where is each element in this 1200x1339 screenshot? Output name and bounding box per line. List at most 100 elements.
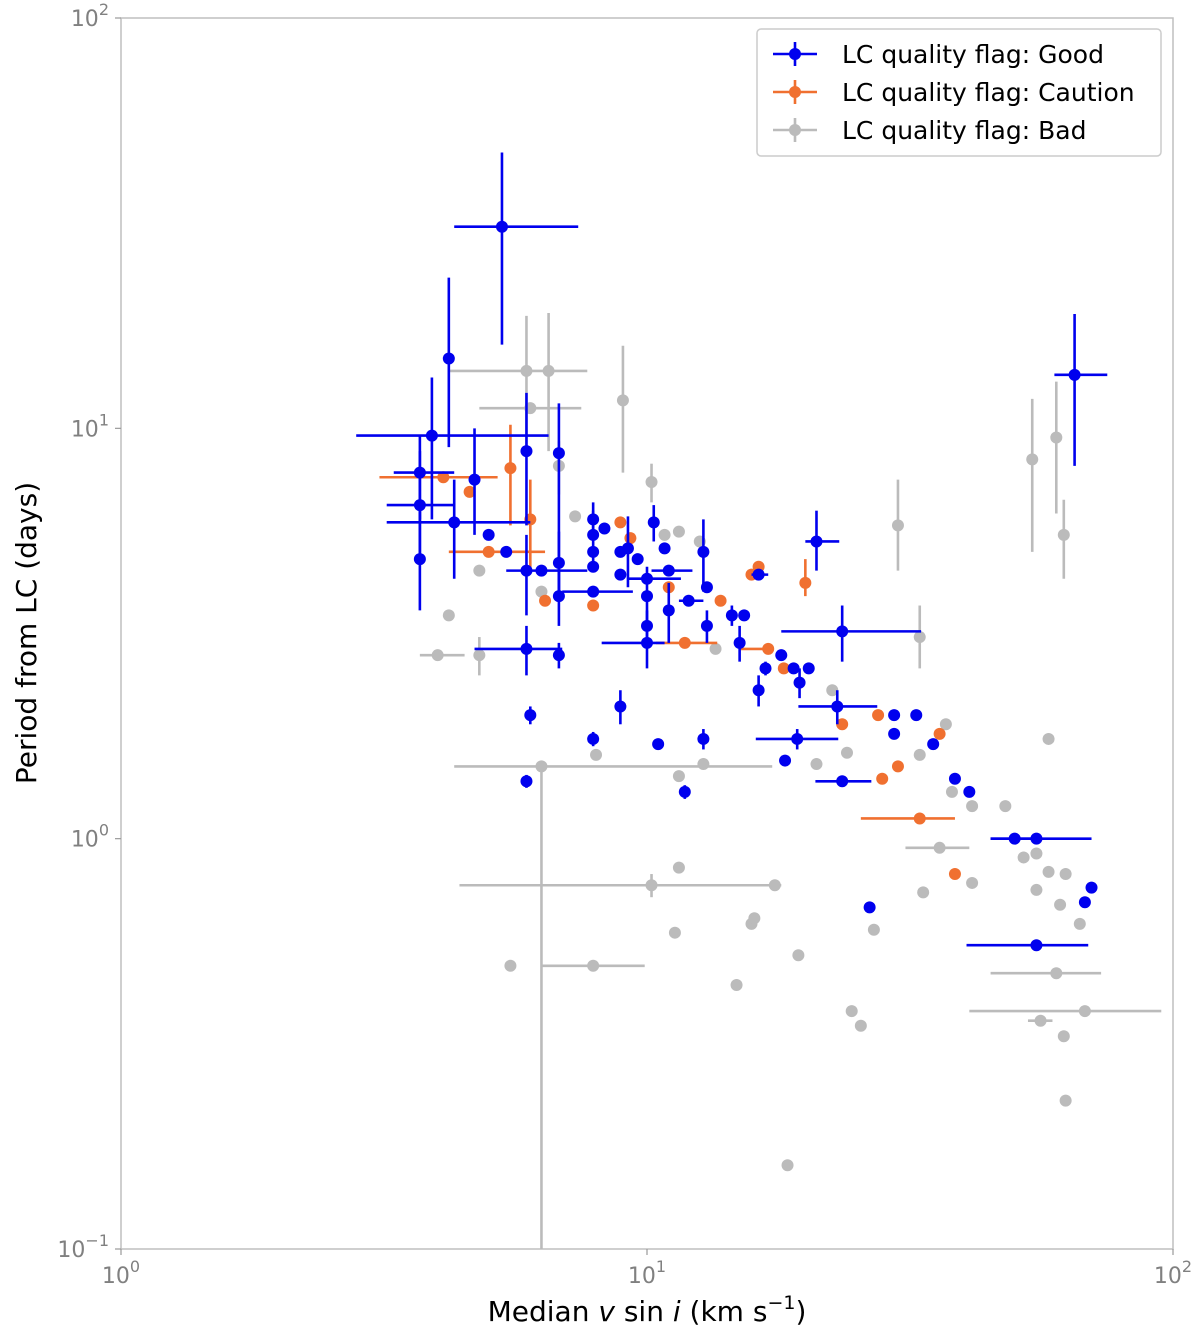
data-point: [781, 1159, 794, 1172]
data-point: [520, 364, 533, 377]
data-point: [539, 594, 552, 607]
data-point: [672, 861, 685, 874]
data-point: [672, 525, 685, 538]
data-point: [658, 528, 671, 541]
data-point: [799, 576, 812, 589]
data-point: [999, 800, 1012, 813]
data-point: [587, 585, 600, 598]
y-tick-label: 100: [71, 821, 109, 853]
data-point: [552, 590, 565, 603]
data-point: [473, 564, 486, 577]
data-point: [1073, 917, 1086, 930]
data-point: [1034, 1014, 1047, 1027]
data-point: [678, 636, 691, 649]
legend-label: LC quality flag: Caution: [842, 78, 1135, 107]
legend-box: [756, 28, 1162, 157]
data-point: [631, 553, 644, 566]
data-point: [1050, 967, 1063, 980]
data-point: [791, 732, 804, 745]
data-point: [1059, 1094, 1072, 1107]
data-point: [888, 727, 901, 740]
data-point: [542, 364, 555, 377]
data-point: [468, 473, 481, 486]
data-point: [614, 516, 627, 529]
data-point: [641, 636, 653, 649]
data-point: [587, 528, 600, 541]
data-point: [413, 553, 426, 566]
data-point: [616, 394, 629, 407]
data-point: [1030, 939, 1043, 952]
data-point: [1078, 1005, 1091, 1018]
legend-marker: [789, 124, 801, 136]
data-point: [891, 760, 904, 773]
data-point: [520, 642, 533, 655]
y-axis-label: Period from LC (days): [10, 482, 43, 784]
data-point: [945, 785, 958, 798]
data-point: [768, 879, 781, 892]
data-point: [524, 709, 537, 722]
data-point: [810, 535, 823, 548]
data-point: [587, 599, 600, 612]
data-point: [621, 542, 634, 555]
legend-label: LC quality flag: Good: [842, 40, 1104, 69]
data-point: [762, 642, 775, 655]
data-point: [645, 879, 658, 892]
data-point: [463, 485, 476, 498]
data-point: [752, 684, 765, 697]
data-point: [587, 560, 600, 573]
data-point: [1050, 431, 1063, 444]
data-point: [1057, 528, 1070, 541]
data-point: [482, 545, 495, 558]
data-point: [413, 499, 426, 512]
x-tick-label: 100: [102, 1257, 140, 1289]
data-point: [587, 732, 600, 745]
data-point: [668, 926, 681, 939]
data-point: [535, 585, 548, 598]
data-point: [662, 564, 675, 577]
data-point: [624, 532, 637, 545]
data-point: [948, 772, 961, 785]
data-point: [552, 447, 565, 460]
data-point: [700, 619, 713, 632]
data-point: [709, 642, 722, 655]
data-point: [948, 868, 961, 881]
data-points: [356, 152, 1162, 1249]
data-point: [775, 649, 788, 662]
data-point: [442, 352, 455, 365]
data-point: [933, 727, 946, 740]
data-point: [1030, 832, 1043, 845]
data-point: [714, 594, 727, 607]
data-point: [504, 959, 517, 972]
data-point: [590, 748, 603, 761]
data-point: [1057, 1030, 1070, 1043]
data-point: [933, 841, 946, 854]
data-point: [836, 775, 849, 788]
x-tick-label: 101: [628, 1257, 666, 1289]
data-point: [495, 220, 508, 233]
data-point: [535, 760, 548, 773]
data-point: [598, 522, 611, 535]
data-point: [831, 700, 844, 713]
series-bad: [419, 313, 1162, 1249]
data-point: [662, 604, 675, 617]
data-point: [520, 775, 533, 788]
series-good: [356, 152, 1108, 952]
data-point: [442, 609, 455, 622]
data-point: [963, 785, 976, 798]
data-point: [836, 625, 849, 638]
data-point: [431, 649, 444, 662]
data-point: [504, 462, 517, 475]
data-point: [810, 758, 823, 771]
data-point: [872, 709, 885, 722]
data-point: [678, 785, 691, 798]
data-point: [500, 545, 513, 558]
data-point: [927, 738, 940, 751]
legend-entry: LC quality flag: Caution: [773, 78, 1135, 107]
data-point: [697, 732, 710, 745]
data-point: [836, 718, 849, 731]
data-point: [1030, 847, 1043, 860]
data-point: [697, 758, 710, 771]
data-point: [437, 471, 450, 484]
data-point: [939, 718, 952, 731]
